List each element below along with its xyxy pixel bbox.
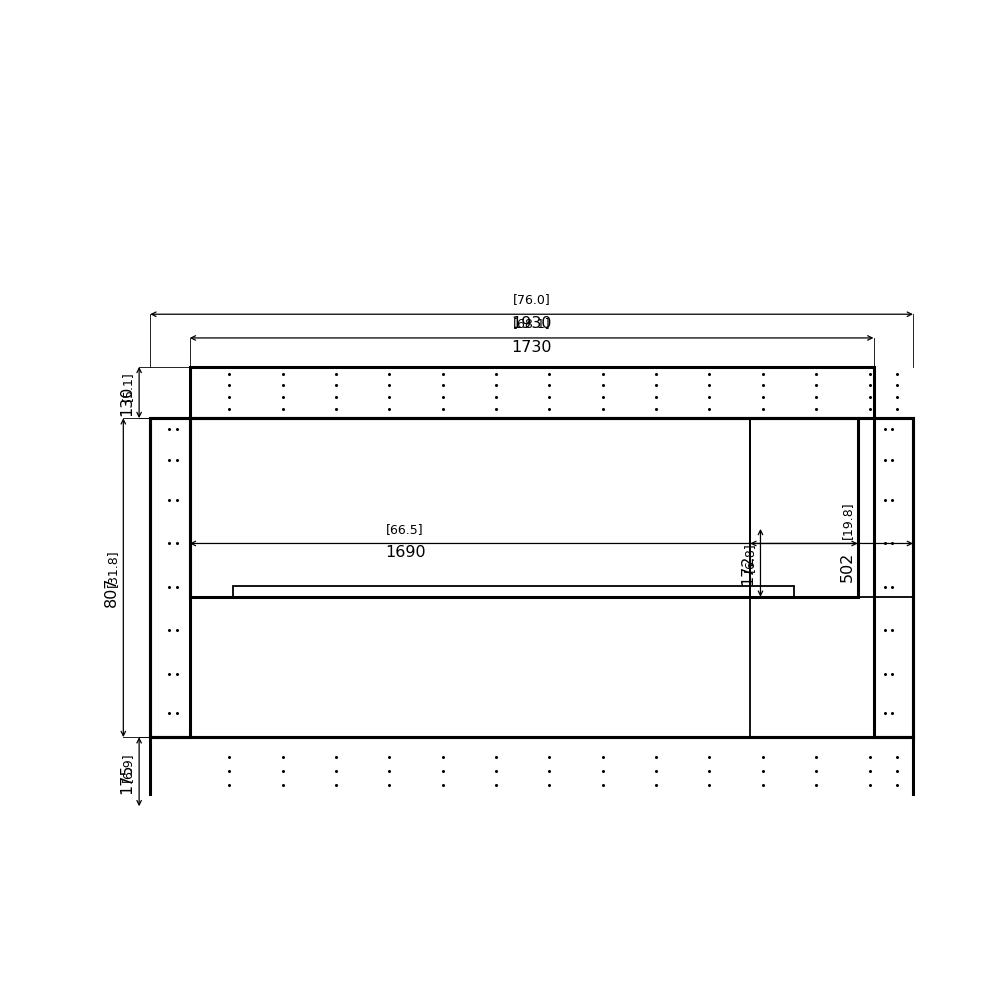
Text: 175: 175 <box>119 764 134 794</box>
Text: [68.1]: [68.1] <box>513 317 550 330</box>
Text: 502: 502 <box>840 552 855 582</box>
Text: 1730: 1730 <box>511 340 552 355</box>
Text: 130: 130 <box>119 385 134 416</box>
Text: [5.1]: [5.1] <box>121 372 134 401</box>
Text: 1930: 1930 <box>511 316 552 331</box>
Bar <box>150 418 913 737</box>
Bar <box>233 586 794 597</box>
Text: [66.5]: [66.5] <box>386 523 424 536</box>
Bar <box>150 737 913 806</box>
Bar <box>190 367 874 418</box>
Text: [6.9]: [6.9] <box>121 752 134 782</box>
Text: [76.0]: [76.0] <box>513 293 550 306</box>
Bar <box>150 418 190 737</box>
Text: [6.8]: [6.8] <box>743 542 756 572</box>
Bar <box>750 418 913 597</box>
Bar <box>190 418 858 597</box>
Text: 172: 172 <box>741 555 756 585</box>
Text: 807: 807 <box>104 576 119 607</box>
Bar <box>874 418 913 737</box>
Text: [31.8]: [31.8] <box>106 549 119 587</box>
Text: 1690: 1690 <box>385 545 425 560</box>
Text: [19.8]: [19.8] <box>841 501 854 539</box>
